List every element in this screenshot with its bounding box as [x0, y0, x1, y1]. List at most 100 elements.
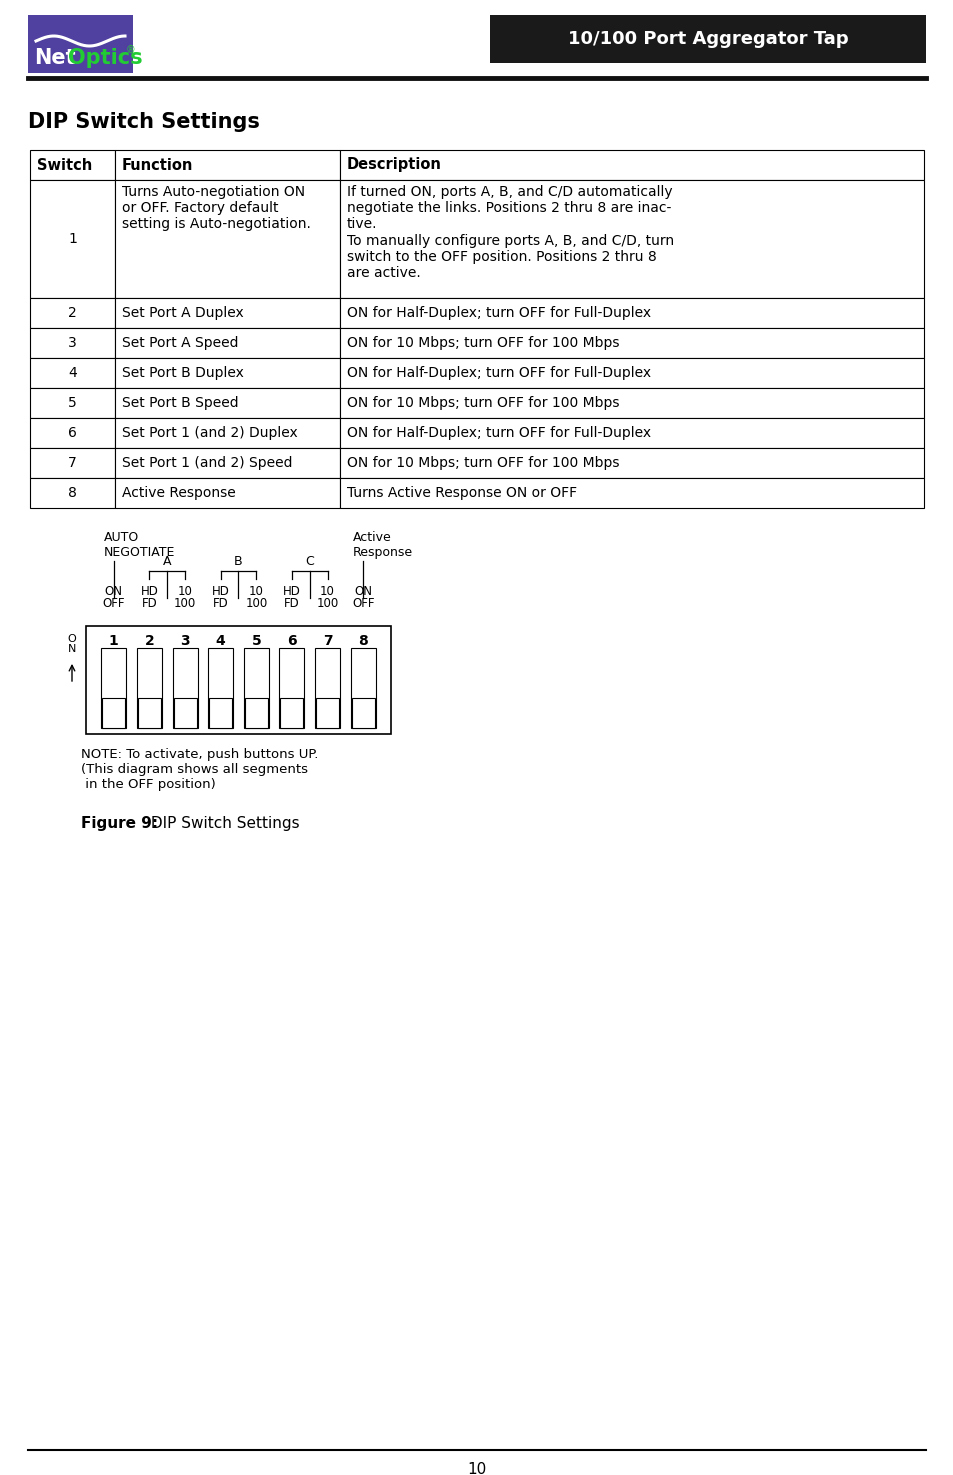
Bar [115, 298, 339, 327]
Text: 100: 100 [245, 597, 267, 611]
Bar [115, 478, 339, 507]
Bar [315, 698, 338, 729]
Text: 7: 7 [322, 634, 332, 648]
Bar [102, 698, 125, 729]
Bar [30, 417, 115, 448]
Bar [115, 448, 339, 478]
Text: Figure 9:: Figure 9: [81, 816, 158, 830]
Text: 10/100 Port Aggregator Tap: 10/100 Port Aggregator Tap [567, 30, 847, 49]
Text: Function: Function [122, 158, 193, 173]
Text: 100: 100 [173, 597, 196, 611]
Bar [30, 298, 115, 327]
Text: ON for Half-Duplex; turn OFF for Full-Duplex: ON for Half-Duplex; turn OFF for Full-Du… [347, 426, 651, 440]
Text: FD: FD [284, 597, 299, 611]
Text: ON: ON [105, 586, 123, 597]
Bar [490, 15, 925, 63]
Bar [30, 388, 115, 417]
Text: 5: 5 [68, 395, 77, 410]
Bar [30, 180, 115, 298]
Bar [339, 448, 923, 478]
Text: 2: 2 [68, 305, 77, 320]
Bar [101, 648, 126, 729]
Text: Turns Active Response ON or OFF: Turns Active Response ON or OFF [347, 485, 577, 500]
Text: 8: 8 [358, 634, 368, 648]
Text: ON for 10 Mbps; turn OFF for 100 Mbps: ON for 10 Mbps; turn OFF for 100 Mbps [347, 456, 618, 471]
Text: HD: HD [212, 586, 230, 597]
Text: Optics: Optics [68, 49, 143, 68]
Bar [115, 327, 339, 358]
Text: DIP Switch Settings: DIP Switch Settings [28, 112, 259, 131]
Text: Description: Description [347, 158, 441, 173]
Bar [339, 150, 923, 180]
Text: O: O [68, 634, 76, 645]
Text: ON for 10 Mbps; turn OFF for 100 Mbps: ON for 10 Mbps; turn OFF for 100 Mbps [347, 336, 618, 350]
Text: HD: HD [283, 586, 300, 597]
Bar [30, 478, 115, 507]
Text: Set Port 1 (and 2) Speed: Set Port 1 (and 2) Speed [122, 456, 293, 471]
Bar [115, 150, 339, 180]
Bar [209, 698, 232, 729]
Text: N: N [68, 645, 76, 653]
Text: 100: 100 [316, 597, 338, 611]
Bar [115, 388, 339, 417]
Text: 6: 6 [287, 634, 296, 648]
Text: OFF: OFF [352, 597, 374, 611]
Bar [173, 698, 196, 729]
Text: 8: 8 [68, 485, 77, 500]
Text: FD: FD [141, 597, 157, 611]
Text: 3: 3 [180, 634, 190, 648]
Text: Active Response: Active Response [122, 485, 235, 500]
Text: If turned ON, ports A, B, and C/D automatically
negotiate the links. Positions 2: If turned ON, ports A, B, and C/D automa… [347, 184, 674, 280]
Bar [115, 180, 339, 298]
Text: ON for Half-Duplex; turn OFF for Full-Duplex: ON for Half-Duplex; turn OFF for Full-Du… [347, 305, 651, 320]
Text: ®: ® [126, 46, 135, 55]
Text: 7: 7 [68, 456, 77, 471]
Text: 1: 1 [109, 634, 118, 648]
Text: Set Port B Speed: Set Port B Speed [122, 395, 238, 410]
Bar [86, 625, 391, 735]
Bar [314, 648, 339, 729]
Bar [280, 698, 303, 729]
Text: Turns Auto-negotiation ON
or OFF. Factory default
setting is Auto-negotiation.: Turns Auto-negotiation ON or OFF. Factor… [122, 184, 311, 232]
Text: 10: 10 [320, 586, 335, 597]
Text: A: A [163, 555, 172, 568]
Text: Active
Response: Active Response [353, 531, 413, 559]
Bar [339, 327, 923, 358]
Bar [30, 327, 115, 358]
Text: 1: 1 [68, 232, 77, 246]
Text: Set Port A Duplex: Set Port A Duplex [122, 305, 244, 320]
Text: 2: 2 [145, 634, 154, 648]
Text: 6: 6 [68, 426, 77, 440]
Bar [172, 648, 197, 729]
Bar [30, 448, 115, 478]
Text: Set Port A Speed: Set Port A Speed [122, 336, 238, 350]
Bar [339, 298, 923, 327]
Bar [30, 150, 115, 180]
Text: ON for Half-Duplex; turn OFF for Full-Duplex: ON for Half-Duplex; turn OFF for Full-Du… [347, 366, 651, 381]
Bar [138, 698, 161, 729]
Text: DIP Switch Settings: DIP Switch Settings [146, 816, 299, 830]
Bar [208, 648, 233, 729]
Bar [339, 388, 923, 417]
Bar [28, 15, 132, 72]
Text: HD: HD [140, 586, 158, 597]
Text: ON for 10 Mbps; turn OFF for 100 Mbps: ON for 10 Mbps; turn OFF for 100 Mbps [347, 395, 618, 410]
Text: 10: 10 [467, 1462, 486, 1475]
Bar [351, 648, 375, 729]
Text: FD: FD [213, 597, 229, 611]
Bar [339, 358, 923, 388]
Text: 10: 10 [249, 586, 263, 597]
Text: Set Port B Duplex: Set Port B Duplex [122, 366, 244, 381]
Bar [115, 417, 339, 448]
Bar [245, 698, 268, 729]
Text: B: B [233, 555, 243, 568]
Text: ON: ON [354, 586, 372, 597]
Text: 3: 3 [68, 336, 77, 350]
Text: OFF: OFF [103, 597, 125, 611]
Text: Net: Net [34, 49, 75, 68]
Text: Set Port 1 (and 2) Duplex: Set Port 1 (and 2) Duplex [122, 426, 297, 440]
Bar [137, 648, 162, 729]
Text: Switch: Switch [37, 158, 92, 173]
Bar [279, 648, 304, 729]
Text: 4: 4 [215, 634, 225, 648]
